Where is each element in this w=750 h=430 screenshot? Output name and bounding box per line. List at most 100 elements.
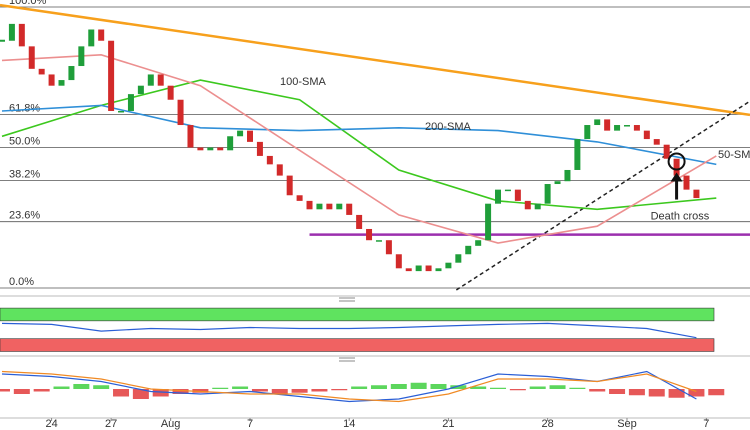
macd-bar xyxy=(628,389,645,396)
macd-bar xyxy=(470,386,487,389)
candle xyxy=(514,189,521,201)
candle xyxy=(197,147,204,151)
candle xyxy=(137,85,144,95)
candle xyxy=(475,240,482,246)
macd-bar xyxy=(291,389,308,393)
candle xyxy=(48,74,55,86)
macd-bar xyxy=(192,389,209,393)
moving-average xyxy=(1,53,717,244)
candle xyxy=(385,240,392,255)
x-tick-label: 28 xyxy=(541,418,553,430)
x-tick-label: 7 xyxy=(247,418,253,430)
candle xyxy=(653,139,660,145)
series-label: 50-SMA xyxy=(718,149,750,161)
candle xyxy=(326,203,333,210)
x-tick-label: 21 xyxy=(442,418,454,430)
moving-average xyxy=(1,79,717,211)
candle xyxy=(375,240,382,242)
trend-line xyxy=(455,100,750,291)
candle xyxy=(623,125,630,127)
candle xyxy=(157,74,164,86)
candle xyxy=(38,68,45,75)
annotation: Death cross xyxy=(651,211,710,223)
macd-bar xyxy=(688,389,705,397)
macd-bar xyxy=(708,389,725,396)
macd-bar xyxy=(13,389,30,394)
macd-bar xyxy=(251,389,268,392)
macd-bar xyxy=(549,385,566,389)
cross-marker xyxy=(667,152,686,171)
candle xyxy=(147,74,154,86)
candle xyxy=(167,85,174,100)
candle xyxy=(366,228,373,241)
candle xyxy=(177,99,184,126)
macd-bar xyxy=(450,385,467,389)
candle xyxy=(405,268,412,272)
x-tick-label: 7 xyxy=(703,418,709,430)
macd-bar xyxy=(569,387,586,389)
candle xyxy=(118,110,125,113)
macd-bar xyxy=(113,389,130,397)
candle xyxy=(504,189,511,192)
macd-line xyxy=(1,370,697,403)
trend-line xyxy=(0,3,750,117)
macd-bar xyxy=(529,386,546,389)
resize-handle[interactable] xyxy=(339,357,355,362)
candle xyxy=(8,23,15,41)
fib-label: 0.0% xyxy=(9,276,34,288)
candle xyxy=(58,80,65,86)
candle xyxy=(108,40,115,111)
macd-bar xyxy=(589,389,606,392)
macd-bar xyxy=(271,389,288,394)
macd-bar xyxy=(73,384,90,389)
candle xyxy=(614,125,621,131)
candle xyxy=(207,147,214,151)
x-tick-label: Aug xyxy=(161,418,181,430)
macd-bar xyxy=(668,389,685,398)
candle xyxy=(455,254,462,263)
candle xyxy=(306,200,313,210)
candle xyxy=(395,254,402,269)
candle xyxy=(296,195,303,201)
candle xyxy=(564,169,571,182)
candle xyxy=(465,245,472,255)
candle xyxy=(346,203,353,215)
macd-bar xyxy=(390,384,407,389)
candle xyxy=(485,203,492,241)
series-label: 100-SMA xyxy=(280,76,327,88)
candle xyxy=(316,203,323,210)
macd-bar xyxy=(311,389,328,392)
candle xyxy=(336,203,343,210)
rsi-line xyxy=(1,322,697,339)
candle xyxy=(435,268,442,272)
candle xyxy=(127,94,134,111)
candle xyxy=(544,184,551,204)
arrow-head xyxy=(670,172,683,182)
moving-average xyxy=(1,104,717,166)
candle xyxy=(78,46,85,67)
candle xyxy=(604,119,611,131)
macd-bar xyxy=(509,389,526,391)
candle xyxy=(524,200,531,210)
resize-handle[interactable] xyxy=(339,297,355,302)
candle xyxy=(247,130,253,142)
macd-bar xyxy=(132,389,149,399)
candle xyxy=(0,39,5,42)
candle xyxy=(18,23,25,47)
candle xyxy=(415,265,422,272)
candle xyxy=(217,147,224,151)
macd-bar xyxy=(93,385,110,389)
candle xyxy=(673,158,680,176)
fib-label: 61.8% xyxy=(9,102,40,114)
candle xyxy=(28,46,35,69)
candle xyxy=(495,189,502,204)
candle xyxy=(88,29,95,47)
candle xyxy=(534,203,541,210)
series-label: 200-SMA xyxy=(425,121,472,133)
candle xyxy=(663,144,670,159)
candle xyxy=(633,125,640,131)
macd-bar xyxy=(232,386,249,389)
candle xyxy=(227,136,234,151)
